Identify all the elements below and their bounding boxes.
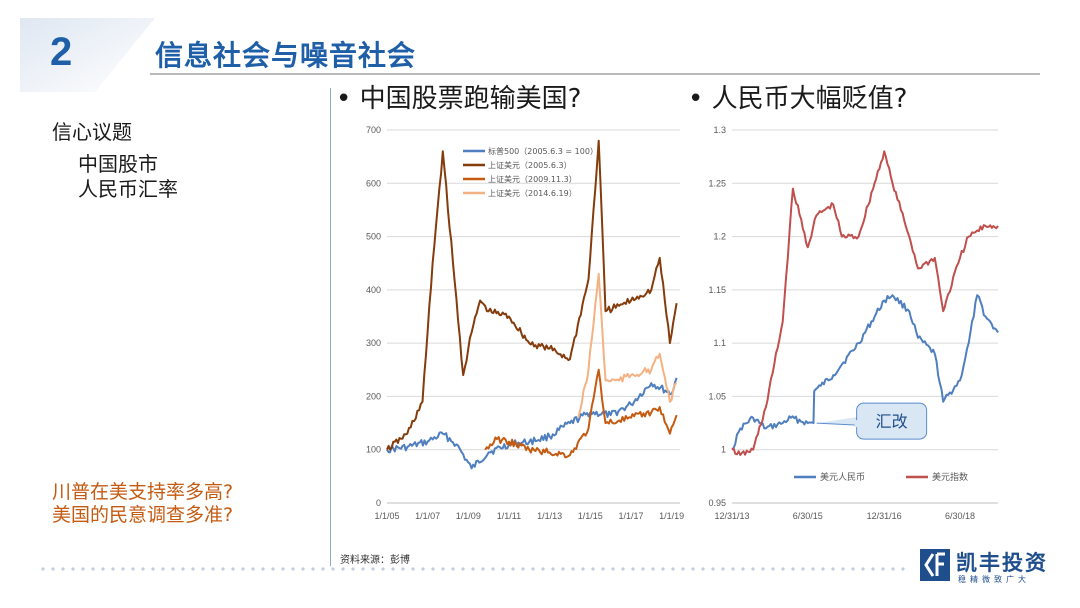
y-tick-label: 0 [376,498,381,508]
x-tick-label: 1/1/19 [659,511,684,521]
y-tick-label: 1.15 [708,285,726,295]
legend-label: 标普500（2005.6.3 = 100） [488,146,598,156]
series-line [484,368,678,459]
y-tick-label: 1 [721,445,726,455]
x-tick-label: 1/1/15 [578,511,603,521]
x-tick-label: 6/30/15 [793,511,823,521]
x-tick-label: 1/1/13 [537,511,562,521]
y-tick-label: 1.1 [713,338,726,348]
x-tick-label: 12/31/16 [867,511,902,521]
series-line [731,150,999,456]
callout-pointer [816,417,858,426]
legend-label: 上证美元（2005.6.3） [488,160,572,170]
callout-joint [854,420,859,428]
logo-text: 凯丰投资 [956,551,1048,575]
y-tick-label: 500 [366,232,381,242]
y-tick-label: 700 [366,125,381,135]
series-line [386,139,678,451]
y-tick-label: 600 [366,178,381,188]
left-item-rmb-rate: 人民币汇率 [78,177,178,201]
bullet-china-stocks-text: 中国股票跑输美国? [359,84,582,114]
left-item-china-stocks: 中国股市 [78,152,158,176]
source-note: 资料来源：彭博 [340,555,410,566]
x-tick-label: 1/1/05 [374,511,399,521]
question-poll-accuracy: 美国的民意调查多准? [52,504,234,526]
slide-title: 信息社会与噪音社会 [155,39,417,72]
dotted-footer-line [38,567,908,571]
y-tick-label: 300 [366,338,381,348]
bullet-rmb-depreciation: • 人民币大幅贬值? [688,84,908,114]
bullet-china-stocks: • 中国股票跑输美国? [336,84,582,114]
legend-label: 上证美元（2009.11.3） [488,174,577,184]
series-line [386,377,678,470]
bullet-rmb-text: 人民币大幅贬值? [711,84,908,114]
question-trump-approval: 川普在美支持率多高? [52,481,234,503]
left-heading: 信心议题 [52,120,132,144]
x-tick-label: 1/1/17 [618,511,643,521]
x-tick-label: 6/30/18 [945,511,975,521]
y-tick-label: 400 [366,285,381,295]
y-tick-label: 1.05 [708,391,726,401]
slide-number: 2 [50,30,73,74]
y-tick-label: 200 [366,391,381,401]
y-tick-label: 1.2 [713,232,726,242]
y-tick-label: 1.3 [713,125,726,135]
slide-corner-decoration [20,18,155,92]
x-tick-label: 1/1/11 [497,511,521,521]
company-logo: 凯丰投资 稳精微致广大 [920,547,1070,587]
callout-text: 汇改 [876,412,908,431]
x-tick-label: 1/1/07 [415,511,440,521]
legend-label: 美元人民币 [820,471,865,483]
y-tick-label: 100 [366,445,381,455]
y-tick-label: 0.95 [708,498,726,508]
legend-label: 美元指数 [932,471,968,483]
logo-mark-icon [920,549,950,581]
series-line [577,272,678,418]
x-tick-label: 1/1/09 [456,511,481,521]
title-divider [150,73,1040,75]
y-tick-label: 1.25 [708,178,726,188]
x-tick-label: 12/31/13 [714,511,749,521]
legend-label: 上证美元（2014.6.19） [488,188,577,198]
vertical-divider [330,88,331,566]
series-line [731,294,999,451]
logo-subtext: 稳精微致广大 [958,575,1030,584]
chart-usdcny-vs-dxy: 0.95 1 1.05 1.1 1.15 1.2 1.25 1.3 12/31/13 6/30/1… [708,125,999,521]
chart-china-vs-us-stocks: 0 100 200 300 400 500 600 700 1/1/05 1/1/07 1/1/09… [366,125,684,521]
